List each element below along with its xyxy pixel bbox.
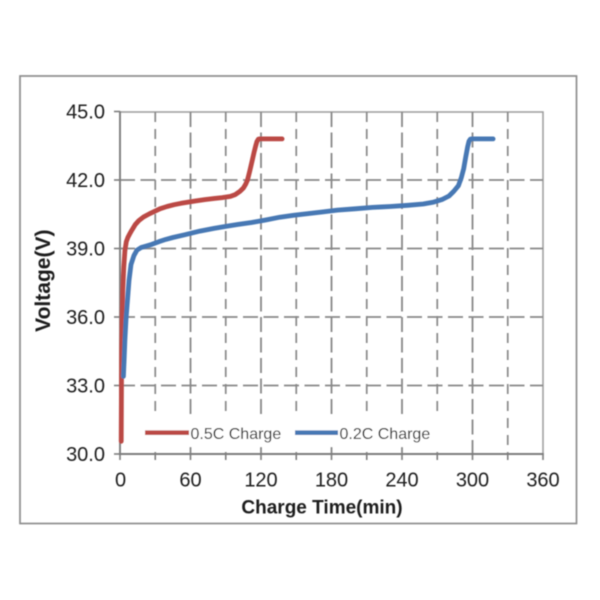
- svg-text:Charge Time(min): Charge Time(min): [241, 498, 402, 519]
- svg-text:0.5C Charge: 0.5C Charge: [191, 426, 282, 443]
- svg-text:30.0: 30.0: [66, 444, 105, 466]
- svg-text:360: 360: [526, 470, 559, 492]
- svg-text:42.0: 42.0: [66, 170, 105, 192]
- svg-text:60: 60: [179, 470, 201, 492]
- svg-text:36.0: 36.0: [66, 307, 105, 329]
- svg-text:33.0: 33.0: [66, 376, 105, 398]
- svg-text:0: 0: [115, 470, 126, 492]
- svg-text:0.2C Charge: 0.2C Charge: [340, 426, 431, 443]
- svg-text:39.0: 39.0: [66, 239, 105, 261]
- svg-text:240: 240: [385, 470, 418, 492]
- svg-text:45.0: 45.0: [66, 102, 105, 124]
- svg-text:300: 300: [456, 470, 489, 492]
- svg-text:120: 120: [244, 470, 277, 492]
- svg-text:Voltage(V): Voltage(V): [32, 230, 55, 332]
- svg-text:180: 180: [315, 470, 348, 492]
